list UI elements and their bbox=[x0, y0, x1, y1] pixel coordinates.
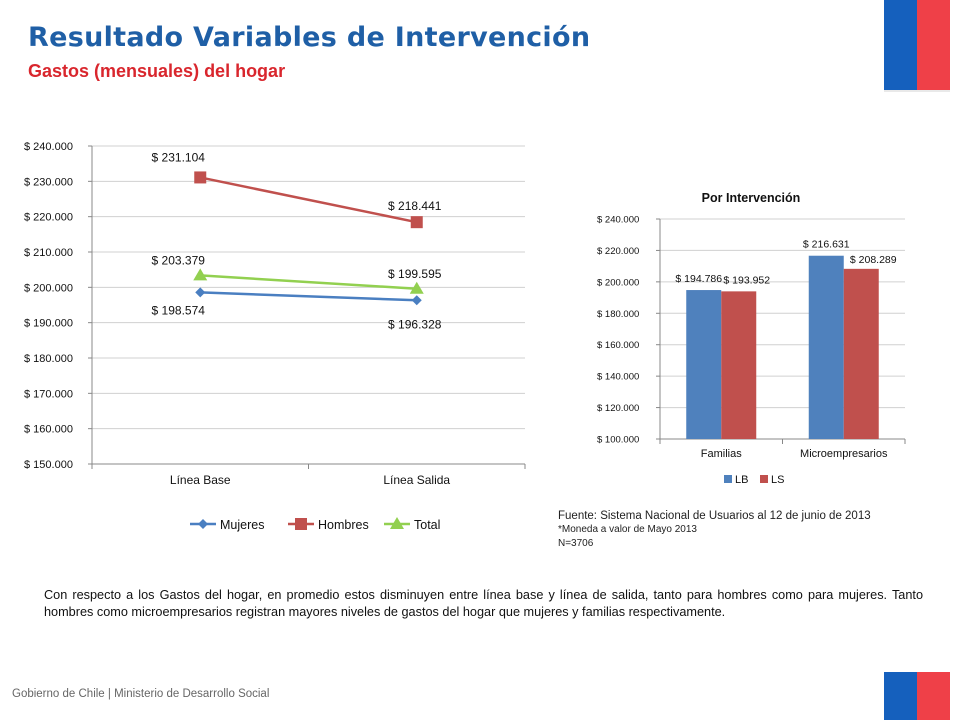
footer-credit: Gobierno de Chile | Ministerio de Desarr… bbox=[12, 688, 270, 700]
data-label: $ 231.104 bbox=[152, 150, 206, 164]
data-label: $ 198.574 bbox=[152, 303, 206, 317]
legend-swatch-lb bbox=[724, 475, 732, 483]
legend-marker-hombres bbox=[295, 518, 307, 530]
series-line-hombres bbox=[199, 176, 418, 224]
data-point-total bbox=[193, 268, 208, 281]
legend-label: LB bbox=[735, 474, 748, 486]
y-tick-label: $ 220.000 bbox=[24, 212, 73, 224]
data-point-hombres bbox=[194, 171, 207, 184]
data-point-hombres bbox=[410, 216, 423, 229]
data-label: $ 208.289 bbox=[850, 254, 897, 266]
y-tick-label: $ 160.000 bbox=[24, 424, 73, 436]
data-point-mujeres bbox=[411, 295, 422, 306]
slide-subtitle: Gastos (mensuales) del hogar bbox=[28, 61, 286, 81]
slide-title: Resultado Variables de Intervención bbox=[28, 22, 591, 53]
data-label: $ 199.595 bbox=[388, 267, 442, 281]
y-tick-label: $ 240.000 bbox=[597, 215, 639, 226]
y-tick-label: $ 200.000 bbox=[24, 282, 73, 294]
x-tick-label: Familias bbox=[701, 448, 742, 460]
y-tick-label: $ 150.000 bbox=[24, 459, 73, 471]
currency-note: *Moneda a valor de Mayo 2013 bbox=[558, 524, 697, 535]
y-tick-label: $ 180.000 bbox=[24, 353, 73, 365]
source-note: Fuente: Sistema Nacional de Usuarios al … bbox=[558, 509, 871, 551]
data-label: $ 194.786 bbox=[675, 273, 722, 285]
data-label: $ 216.631 bbox=[803, 239, 850, 251]
data-label: $ 196.328 bbox=[388, 317, 442, 331]
y-tick-label: $ 100.000 bbox=[597, 435, 639, 446]
legend-label: Hombres bbox=[318, 518, 369, 532]
y-tick-label: $ 240.000 bbox=[24, 141, 73, 153]
source-line: Fuente: Sistema Nacional de Usuarios al … bbox=[558, 510, 871, 522]
legend-marker-total bbox=[390, 517, 404, 529]
chile-flag-logo-bottom bbox=[884, 672, 950, 720]
line-chart-gastos-por-sexo: $ 240.000 $ 230.000 $ 220.000 $ 210.000 $ 20… bbox=[24, 141, 526, 532]
bar-ls bbox=[721, 291, 757, 439]
bar-chart-por-intervencion: Por Intervención $ 240.000 $ 220.000 $ 200.… bbox=[597, 191, 906, 486]
data-label: $ 203.379 bbox=[152, 253, 206, 267]
data-point-mujeres bbox=[195, 287, 206, 298]
y-tick-label: $ 200.000 bbox=[597, 277, 639, 288]
series-line-mujeres bbox=[200, 291, 417, 302]
legend-swatch-ls bbox=[760, 475, 768, 483]
data-label: $ 218.441 bbox=[388, 199, 442, 213]
y-tick-label: $ 170.000 bbox=[24, 388, 73, 400]
conclusion-paragraph: Con respecto a los Gastos del hogar, en … bbox=[44, 588, 923, 619]
chile-flag-logo-top bbox=[884, 0, 950, 92]
legend-label: Total bbox=[414, 518, 440, 532]
bar-lb bbox=[808, 255, 844, 439]
x-tick-label: Línea Base bbox=[170, 473, 231, 487]
y-tick-label: $ 180.000 bbox=[597, 309, 639, 320]
y-tick-label: $ 210.000 bbox=[24, 247, 73, 259]
bar-chart-title: Por Intervención bbox=[702, 191, 801, 205]
legend-label: Mujeres bbox=[220, 518, 264, 532]
sample-size-note: N=3706 bbox=[558, 538, 594, 549]
y-tick-label: $ 120.000 bbox=[597, 403, 639, 414]
bar-lb bbox=[686, 290, 722, 439]
y-tick-label: $ 160.000 bbox=[597, 340, 639, 351]
legend-label: LS bbox=[771, 474, 784, 486]
legend-marker-mujeres bbox=[198, 519, 208, 529]
data-label: $ 193.952 bbox=[723, 274, 770, 286]
y-tick-label: $ 230.000 bbox=[24, 176, 73, 188]
bar-ls bbox=[843, 268, 879, 439]
y-tick-label: $ 140.000 bbox=[597, 372, 639, 383]
y-tick-label: $ 190.000 bbox=[24, 318, 73, 330]
series-line-total bbox=[200, 274, 417, 291]
x-tick-label: Microempresarios bbox=[800, 448, 888, 460]
data-point-total bbox=[409, 281, 424, 294]
x-tick-label: Línea Salida bbox=[383, 473, 450, 487]
y-tick-label: $ 220.000 bbox=[597, 246, 639, 257]
